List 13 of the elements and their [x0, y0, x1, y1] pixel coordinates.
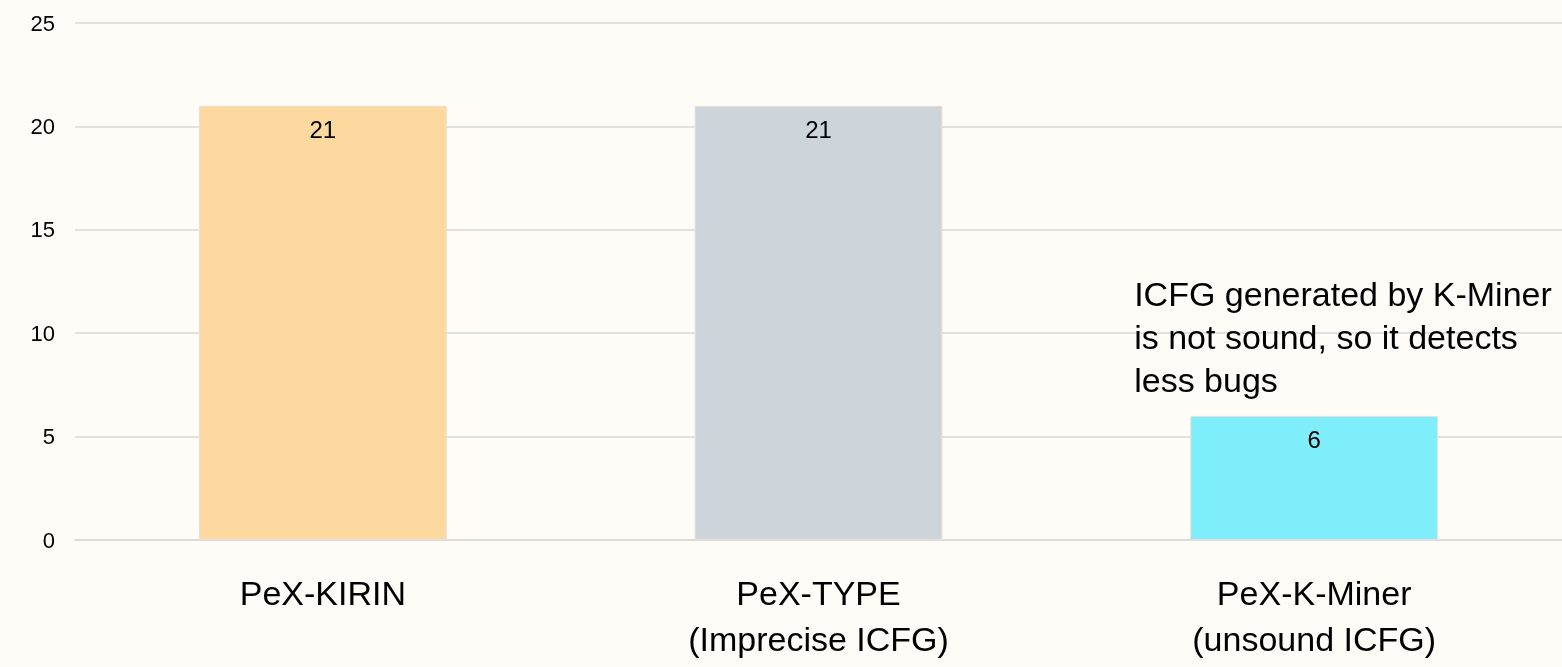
y-tick-label: 20	[30, 113, 55, 139]
data-label: 6	[1307, 426, 1321, 454]
y-tick-label: 15	[30, 217, 55, 243]
y-tick-label: 25	[30, 10, 55, 36]
y-tick-label: 0	[42, 527, 55, 553]
annotation: ICFG generated by K-Miner is not sound, so it detects less bugs	[1134, 275, 1562, 400]
data-label: 21	[805, 116, 832, 144]
data-label: 21	[309, 116, 337, 144]
x-tick-label: PeX-KIRIN	[239, 574, 406, 612]
x-tick-label: PeX-K-Miner (unsound ICFG)	[1192, 574, 1437, 658]
y-tick-label: 5	[42, 424, 55, 450]
y-tick-label: 10	[30, 320, 55, 346]
x-tick-label: PeX-TYPE (Imprecise ICFG)	[688, 574, 949, 658]
